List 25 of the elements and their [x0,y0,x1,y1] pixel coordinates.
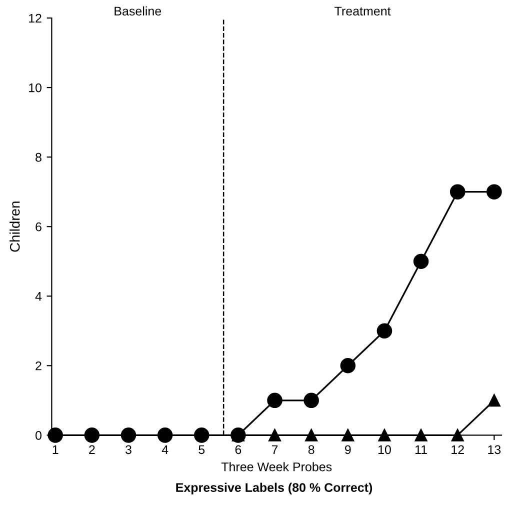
y-tick-label: 12 [29,14,42,23]
x-tick-label: 7 [272,445,278,454]
y-axis-title: Children [10,202,20,252]
x-tick-label: 3 [125,445,132,454]
text: Treatment [334,6,391,16]
y-tick-label: 2 [36,361,42,370]
y-tick-label: 4 [35,292,42,301]
x-axis-title: Three Week Probes [221,462,332,472]
x-tick-label: 9 [345,445,351,454]
text: Expressive Labels (80 % Correct) [176,482,372,494]
y-tick-label: 6 [36,222,42,232]
x-tick-label: 11 [416,445,427,454]
text: Baseline [114,6,162,16]
x-tick-label: 1 [52,445,58,454]
y-tick-label: 10 [29,83,42,92]
x-tick-label: 5 [198,445,205,454]
x-tick-label: 4 [162,445,168,454]
y-tick-label: 0 [36,430,42,440]
x-tick-label: 13 [488,445,501,454]
x-tick-label: 2 [89,445,95,454]
x-tick-label: 12 [452,445,464,454]
y-tick-label: 8 [36,152,42,162]
x-tick-label: 10 [378,445,391,454]
x-tick-label: 8 [308,445,314,454]
x-tick-label: 6 [235,445,242,454]
